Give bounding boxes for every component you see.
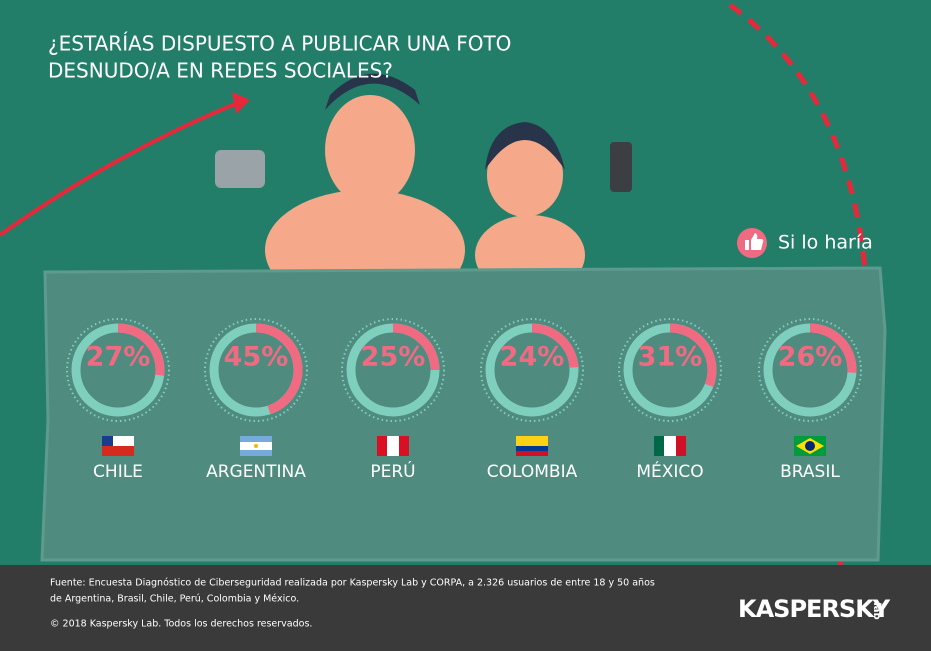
chart-title: DESNUDO/A EN REDES SOCIALES? [48, 59, 393, 83]
donut-arc [117, 323, 165, 376]
donut-dots [66, 318, 170, 422]
arrow [0, 98, 246, 237]
category-label: ARGENTINA [206, 462, 306, 482]
donut-dots [204, 318, 308, 422]
value-label: 31% [638, 342, 703, 373]
source: de Argentina, Brasil, Chile, Perú, Colom… [50, 594, 299, 605]
value-label: 45% [224, 342, 289, 373]
footer [0, 565, 931, 651]
donut-dots [341, 318, 445, 422]
thumb-icon [745, 233, 764, 250]
category-label: BRASIL [780, 462, 840, 482]
donut-dots [480, 318, 584, 422]
donut-arc [531, 323, 579, 368]
category-label: COLOMBIA [487, 462, 578, 482]
flags [102, 436, 826, 456]
value-label: 26% [778, 342, 843, 373]
value-label: 27% [86, 342, 151, 373]
category-label: MÉXICO [636, 460, 703, 482]
category-label: CHILE [93, 462, 143, 482]
legend-label: Si lo haría [778, 232, 873, 254]
donut-arc [255, 323, 303, 415]
copyright: © 2018 Kaspersky Lab. Todos los derechos… [50, 619, 312, 630]
board [40, 266, 887, 562]
value-label: 25% [361, 342, 426, 373]
source: Fuente: Encuesta Diagnóstico de Ciberseg… [50, 578, 655, 589]
donut-arc [669, 323, 717, 388]
donut-dots [758, 318, 862, 422]
donut-dots [618, 318, 722, 422]
logo-suffix: lab [871, 602, 882, 619]
arrow-head [232, 92, 250, 114]
donut-arc [809, 323, 857, 373]
value-label: 24% [500, 342, 565, 373]
category-label: PERÚ [370, 460, 415, 482]
logo: KASPERSKY [738, 595, 891, 623]
donut-arc [392, 323, 440, 371]
legend[interactable]: Si lo haría [737, 228, 873, 258]
chart-title: ¿ESTARÍAS DISPUESTO A PUBLICAR UNA FOTO [48, 32, 511, 56]
